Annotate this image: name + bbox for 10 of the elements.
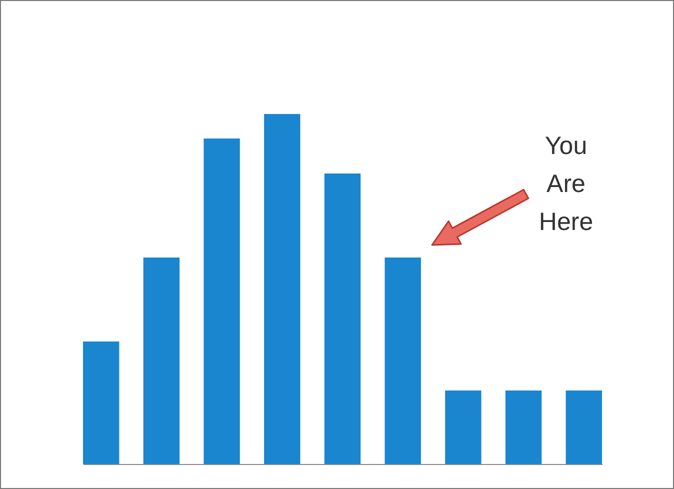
bar — [505, 390, 542, 464]
bar — [445, 390, 482, 464]
bar — [204, 138, 240, 464]
annotation: You Are Here — [538, 132, 594, 236]
bar — [324, 174, 361, 464]
bar — [264, 114, 300, 464]
bar — [384, 258, 421, 464]
bar — [83, 342, 120, 464]
bar — [566, 390, 602, 464]
bar — [143, 258, 180, 464]
